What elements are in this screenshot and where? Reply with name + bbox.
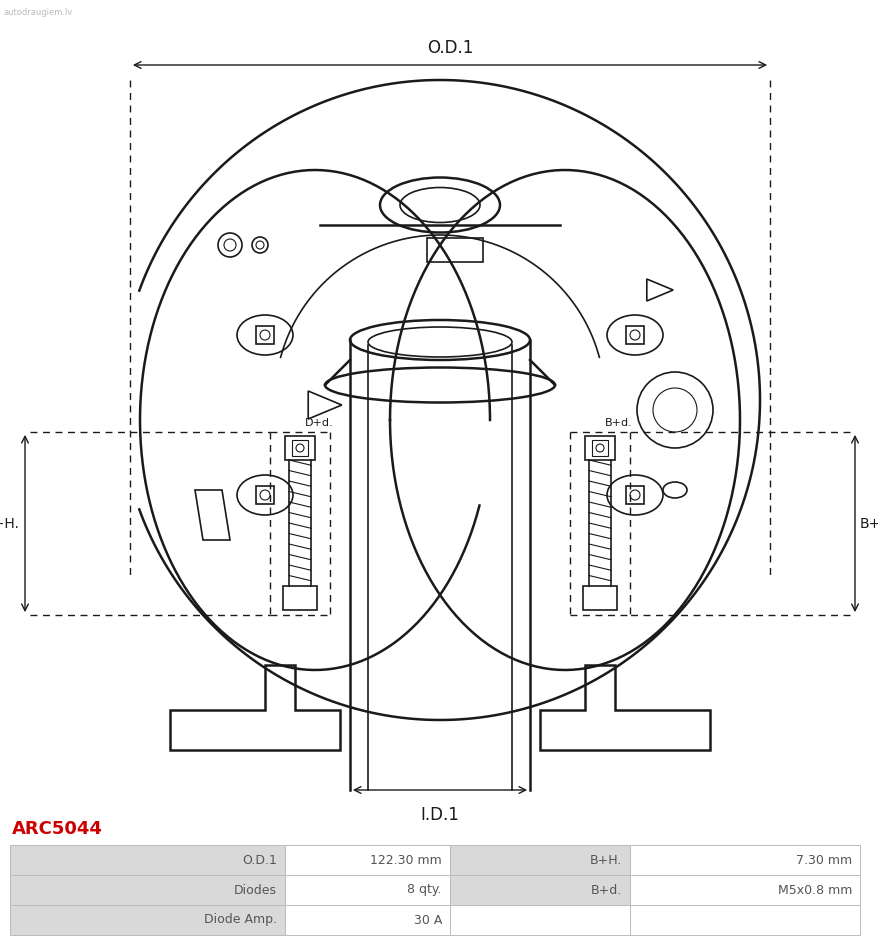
Text: O.D.1: O.D.1 bbox=[241, 854, 277, 867]
Bar bbox=[10, 905, 284, 935]
Text: B+d.: B+d. bbox=[590, 884, 622, 897]
Bar bbox=[427, 238, 482, 262]
Bar bbox=[450, 875, 630, 905]
Bar bbox=[585, 436, 615, 460]
Bar bbox=[625, 326, 644, 344]
Bar bbox=[450, 905, 630, 935]
Text: B+H.: B+H. bbox=[589, 854, 622, 867]
Bar bbox=[10, 845, 284, 875]
Text: O.D.1: O.D.1 bbox=[427, 39, 472, 57]
Bar bbox=[10, 875, 284, 905]
Bar bbox=[582, 586, 616, 610]
Text: B+d.: B+d. bbox=[604, 418, 632, 428]
Bar bbox=[625, 486, 644, 504]
Bar bbox=[255, 326, 274, 344]
Text: autodraugiem.lv: autodraugiem.lv bbox=[4, 8, 73, 17]
Bar bbox=[284, 905, 450, 935]
Text: I.D.1: I.D.1 bbox=[420, 806, 459, 824]
Bar bbox=[291, 440, 307, 456]
Text: 7.30 mm: 7.30 mm bbox=[795, 854, 851, 867]
Text: M5x0.8 mm: M5x0.8 mm bbox=[777, 884, 851, 897]
Text: 122.30 mm: 122.30 mm bbox=[370, 854, 442, 867]
Text: D+d.: D+d. bbox=[305, 418, 334, 428]
Bar bbox=[255, 486, 274, 504]
Bar bbox=[284, 436, 314, 460]
Bar bbox=[630, 905, 859, 935]
Text: 30 A: 30 A bbox=[414, 914, 442, 927]
Text: D+H.: D+H. bbox=[0, 516, 20, 530]
Bar bbox=[591, 440, 608, 456]
Text: ARC5044: ARC5044 bbox=[12, 820, 103, 838]
Bar bbox=[283, 586, 317, 610]
Bar bbox=[630, 875, 859, 905]
Text: B+H.: B+H. bbox=[859, 516, 878, 530]
Bar bbox=[284, 845, 450, 875]
Bar bbox=[630, 845, 859, 875]
Text: Diode Amp.: Diode Amp. bbox=[204, 914, 277, 927]
Bar bbox=[450, 845, 630, 875]
Text: Diodes: Diodes bbox=[234, 884, 277, 897]
Text: 8 qty.: 8 qty. bbox=[407, 884, 442, 897]
Bar bbox=[284, 875, 450, 905]
